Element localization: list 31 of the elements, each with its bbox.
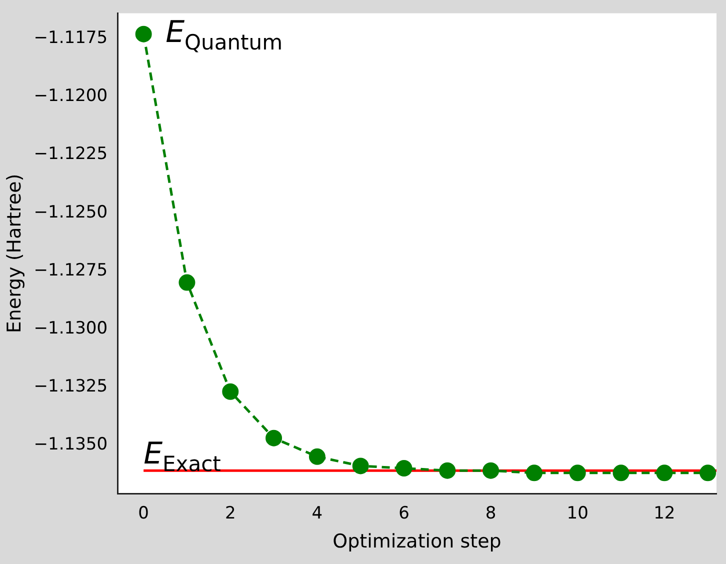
point bbox=[266, 430, 282, 446]
y-tick-label: −1.1225 bbox=[34, 144, 108, 164]
y-tick-label: −1.1325 bbox=[34, 376, 108, 396]
x-tick-label: 6 bbox=[398, 503, 410, 524]
x-tick-label: 4 bbox=[312, 503, 323, 524]
point bbox=[656, 464, 673, 482]
y-tick-label: −1.1275 bbox=[34, 260, 108, 280]
point bbox=[612, 464, 630, 482]
y-tick-label: −1.1300 bbox=[34, 318, 108, 338]
point bbox=[178, 274, 196, 291]
point bbox=[396, 460, 412, 477]
x-tick-label: 2 bbox=[224, 503, 236, 524]
x-tick-label: 10 bbox=[566, 503, 588, 524]
point bbox=[700, 464, 716, 482]
point bbox=[222, 383, 239, 400]
point bbox=[352, 458, 369, 474]
y-tick-label: −1.1200 bbox=[34, 86, 108, 106]
point bbox=[135, 26, 152, 42]
x-tick-label: 12 bbox=[654, 503, 676, 524]
point bbox=[439, 462, 456, 479]
x-tick-label: 0 bbox=[138, 503, 149, 524]
y-tick-label: −1.1175 bbox=[34, 28, 108, 48]
x-tick-label: 8 bbox=[485, 503, 496, 524]
point bbox=[569, 464, 586, 482]
point bbox=[308, 448, 326, 465]
point bbox=[526, 464, 542, 482]
y-tick-label: −1.1250 bbox=[34, 202, 108, 222]
point bbox=[482, 462, 500, 479]
y-axis-title: Energy (Hartree) bbox=[3, 174, 26, 334]
x-axis-title: Optimization step bbox=[332, 530, 502, 553]
y-tick-label: −1.1350 bbox=[34, 434, 108, 454]
